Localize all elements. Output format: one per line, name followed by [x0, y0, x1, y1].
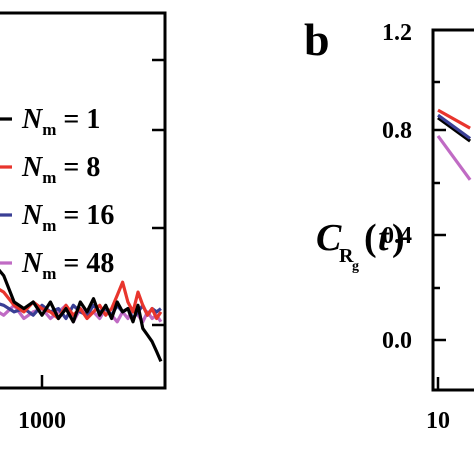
y-axis-label-paren-close: ): [392, 217, 405, 259]
right-plot-frame: [431, 28, 474, 392]
right-series-line-blue: [437, 113, 472, 140]
right-series-line-black: [437, 116, 472, 143]
right-x-tick-label: 10: [426, 408, 450, 434]
right-series-line-red: [437, 108, 471, 130]
left-x-tick-label: 1000: [18, 408, 66, 434]
legend-label: Nm = 1: [21, 104, 100, 139]
legend-label: Nm = 48: [21, 248, 114, 283]
panel-letter-b: b: [304, 14, 330, 65]
left-series-group: [0, 268, 163, 363]
legend-label: Nm = 8: [21, 152, 100, 187]
right-panel: b C R g ( t ) 1.2 0.8 0.4 0.0 10: [304, 14, 474, 434]
y-axis-label-main: C: [316, 217, 342, 259]
left-series-line-red: [0, 280, 163, 321]
y-axis-label-paren-open: (: [364, 217, 377, 259]
left-series-line-black: [0, 268, 163, 363]
y-tick-label: 0.0: [382, 328, 412, 354]
legend-label: Nm = 16: [21, 200, 114, 235]
y-tick-label: 0.8: [382, 118, 412, 144]
y-axis-label-sub: R: [339, 245, 354, 267]
right-series-group: [436, 108, 472, 181]
left-panel: 1000 Nm = 1 Nm = 8 Nm = 16 Nm = 48: [0, 11, 167, 434]
y-tick-label: 1.2: [382, 20, 412, 46]
legend: Nm = 1 Nm = 8 Nm = 16 Nm = 48: [0, 104, 114, 283]
left-plot-frame: [0, 11, 167, 390]
y-axis-label-var: t: [378, 217, 390, 259]
right-series-line-purple: [436, 134, 472, 181]
y-tick-label: 0.4: [382, 223, 412, 249]
y-axis-label-subsub: g: [352, 259, 359, 274]
y-axis-label: C R g ( t ): [316, 217, 405, 274]
